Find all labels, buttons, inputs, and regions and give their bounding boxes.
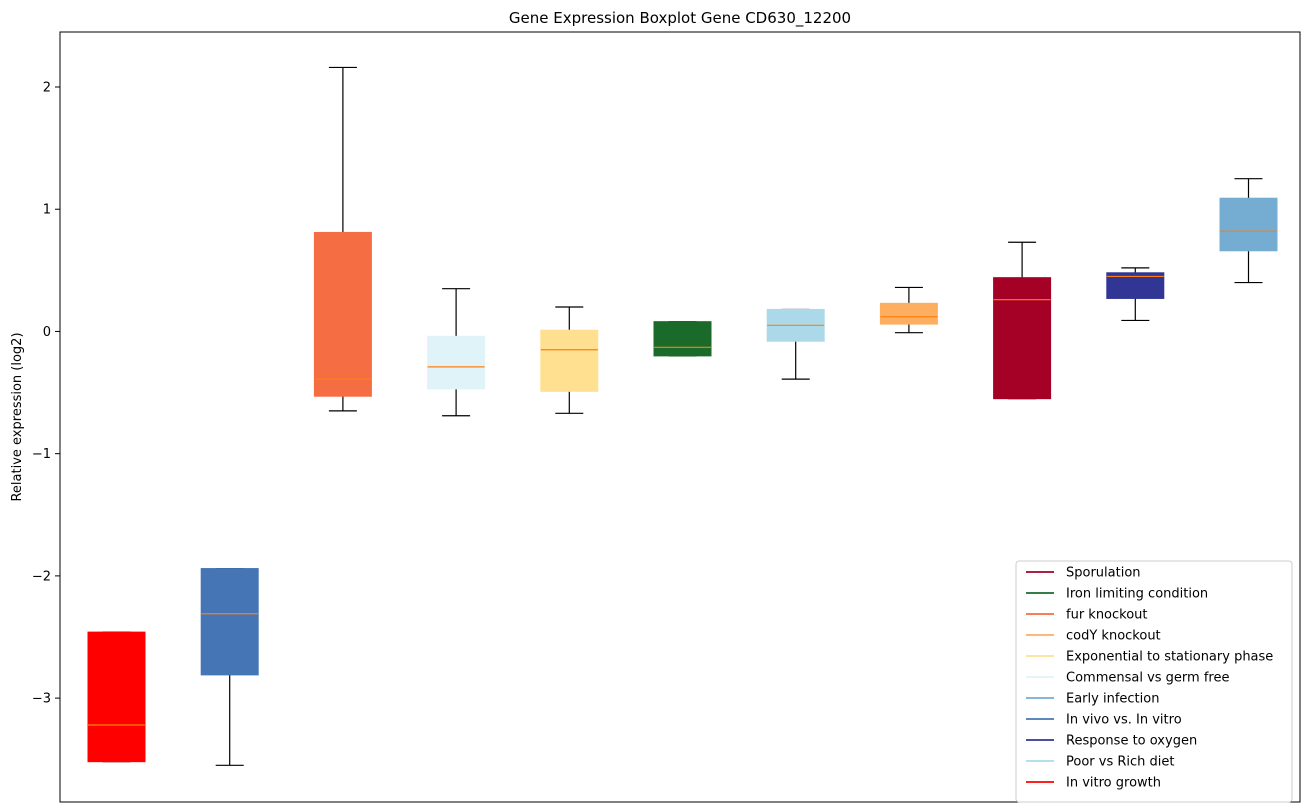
legend-item: In vivo vs. In vitro: [1026, 713, 1182, 728]
legend-label: In vivo vs. In vitro: [1066, 713, 1182, 728]
legend-label: Iron limiting condition: [1066, 587, 1208, 602]
chart-title: Gene Expression Boxplot Gene CD630_12200: [509, 9, 851, 28]
box-iqr: [1106, 272, 1165, 299]
box-group-1: [87, 631, 146, 763]
legend-label: fur knockout: [1066, 608, 1148, 623]
boxes-layer: [87, 66, 1278, 766]
legend-item: codY knockout: [1026, 629, 1161, 644]
box-group-10: [1106, 267, 1165, 322]
box-iqr: [87, 631, 146, 763]
box-group-9: [993, 241, 1052, 400]
legend-item: Early infection: [1026, 692, 1159, 707]
box-iqr: [653, 321, 712, 357]
legend-label: In vitro growth: [1066, 776, 1161, 791]
box-iqr: [427, 335, 486, 390]
legend-item: Response to oxygen: [1026, 734, 1197, 749]
box-group-11: [1219, 178, 1278, 284]
y-tick-label: 0: [43, 325, 51, 340]
box-iqr: [200, 568, 259, 676]
y-axis-label: Relative expression (log2): [10, 332, 25, 501]
legend-label: Exponential to stationary phase: [1066, 650, 1273, 665]
legend-item: Sporulation: [1026, 566, 1141, 581]
box-group-5: [540, 306, 599, 414]
legend-item: Exponential to stationary phase: [1026, 650, 1273, 665]
y-tick-label: −2: [32, 569, 51, 584]
y-tick-label: 2: [43, 81, 51, 96]
legend-item: Commensal vs germ free: [1026, 671, 1229, 686]
legend-label: Sporulation: [1066, 566, 1141, 581]
legend: Sporulation Iron limiting condition fur kn…: [1015, 560, 1293, 803]
box-iqr: [540, 329, 599, 392]
y-tick-label: −1: [32, 447, 51, 462]
legend-label: codY knockout: [1066, 629, 1161, 644]
box-iqr: [879, 302, 938, 325]
box-iqr: [313, 231, 372, 397]
legend-item: fur knockout: [1026, 608, 1148, 623]
legend-label: Commensal vs germ free: [1066, 671, 1229, 686]
y-tick-label: 1: [43, 203, 51, 218]
legend-label: Early infection: [1066, 692, 1159, 707]
y-tick-label: −3: [32, 692, 51, 707]
legend-label: Response to oxygen: [1066, 734, 1197, 749]
box-group-2: [200, 567, 259, 766]
legend-label: Poor vs Rich diet: [1066, 755, 1174, 770]
box-group-7: [766, 308, 825, 380]
box-group-6: [653, 321, 712, 357]
legend-item: Poor vs Rich diet: [1026, 755, 1174, 770]
legend-item: Iron limiting condition: [1026, 587, 1208, 602]
box-group-8: [879, 286, 938, 334]
box-iqr: [993, 277, 1052, 400]
legend-frame: [1015, 560, 1293, 803]
box-group-3: [313, 66, 372, 412]
box-iqr: [1219, 197, 1278, 252]
plot-frame: [59, 31, 1301, 803]
legend-item: In vitro growth: [1026, 776, 1161, 791]
y-axis: −3 −2 −1 0 1 2: [32, 81, 60, 707]
box-group-4: [427, 288, 486, 417]
